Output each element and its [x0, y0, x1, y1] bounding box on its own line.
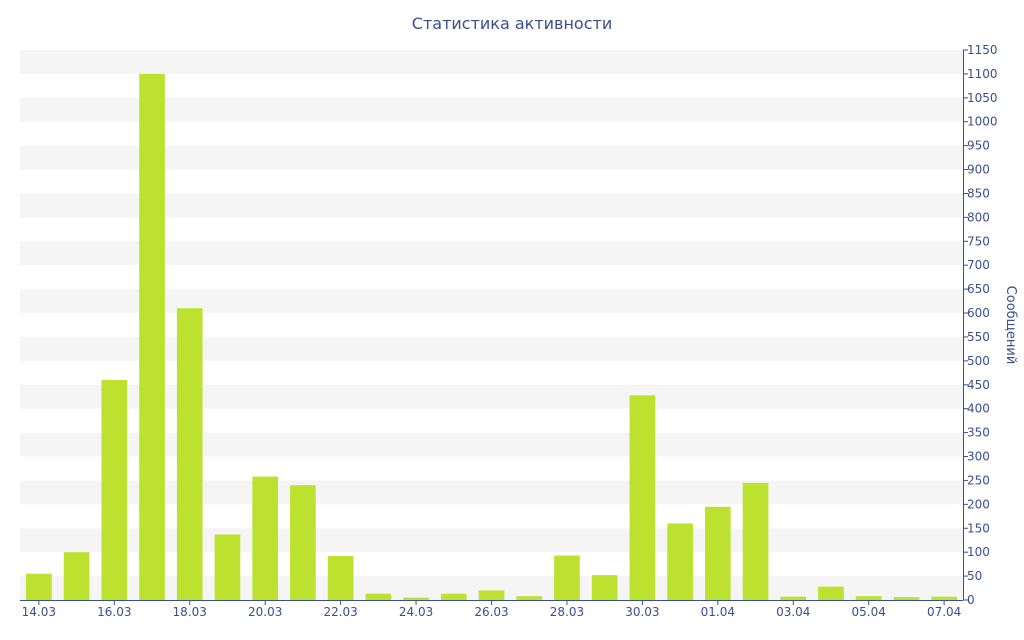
grid-band — [20, 145, 963, 170]
bar-28.03 — [554, 555, 580, 600]
bar-26.03 — [478, 590, 505, 600]
x-axis: 14.03 16.03 18.03 20.03 22.03 24.03 26.03 28.03… — [20, 600, 963, 619]
y-tick-label: 850 — [967, 186, 990, 200]
y-axis: 0 50 100 150 200 250 300 350 400 450 500 550 600 650 7… — [963, 43, 998, 607]
bar-04.04 — [818, 586, 844, 600]
y-tick-label: 900 — [967, 163, 990, 177]
x-tick-label: 18.03 — [173, 605, 207, 619]
bar-06.04 — [893, 597, 920, 600]
bar-20.03 — [252, 476, 279, 600]
grid-band — [20, 241, 963, 266]
y-tick-label: 650 — [967, 282, 990, 296]
y-tick-label: 750 — [967, 234, 990, 248]
x-tick-label: 05.04 — [852, 605, 886, 619]
bar-05.04 — [855, 596, 882, 600]
y-tick-label: 350 — [967, 426, 990, 440]
y-tick-label: 1100 — [967, 67, 998, 81]
bar-14.03 — [26, 573, 52, 600]
x-tick-label: 07.04 — [927, 605, 961, 619]
bar-22.03 — [327, 556, 354, 600]
x-tick-label: 24.03 — [399, 605, 433, 619]
y-axis-label: Сообщений — [1003, 286, 1018, 365]
grid-band — [20, 384, 963, 409]
bar-21.03 — [290, 485, 316, 600]
chart-title: Статистика активности — [411, 14, 613, 33]
x-tick-label: 26.03 — [474, 605, 508, 619]
y-tick-label: 550 — [967, 330, 990, 344]
y-tick-label: 200 — [967, 497, 990, 511]
y-tick-label: 700 — [967, 258, 990, 272]
bar-25.03 — [440, 593, 467, 600]
bar-29.03 — [591, 575, 618, 600]
x-tick-label: 16.03 — [97, 605, 131, 619]
y-tick-label: 250 — [967, 473, 990, 487]
y-tick-label: 1050 — [967, 91, 998, 105]
y-tick-label: 400 — [967, 402, 990, 416]
bar-03.04 — [780, 596, 807, 600]
grid-band — [20, 432, 963, 457]
bar-23.03 — [365, 593, 392, 600]
bar-24.03 — [403, 597, 429, 600]
bar-27.03 — [516, 596, 543, 600]
y-tick-label: 100 — [967, 545, 990, 559]
y-tick-label: 150 — [967, 521, 990, 535]
bar-31.03 — [667, 523, 693, 600]
grid-band — [20, 97, 963, 122]
bar-01.04 — [705, 506, 731, 600]
y-tick-label: 0 — [967, 593, 975, 607]
bar-18.03 — [176, 308, 203, 600]
y-tick-label: 950 — [967, 139, 990, 153]
x-tick-label: 01.04 — [701, 605, 735, 619]
grid-band — [20, 50, 963, 74]
y-tick-label: 500 — [967, 354, 990, 368]
y-tick-label: 300 — [967, 450, 990, 464]
bar-series — [26, 73, 957, 600]
y-tick-label: 1000 — [967, 115, 998, 129]
y-tick-label: 800 — [967, 210, 990, 224]
x-tick-label: 03.04 — [776, 605, 810, 619]
bar-19.03 — [214, 534, 241, 600]
bar-15.03 — [63, 552, 90, 600]
grid-bands — [20, 50, 963, 600]
y-tick-label: 1150 — [967, 43, 998, 57]
bar-17.03 — [139, 73, 165, 600]
x-tick-label: 14.03 — [22, 605, 56, 619]
y-tick-label: 50 — [967, 569, 982, 583]
grid-band — [20, 193, 963, 218]
x-tick-label: 22.03 — [323, 605, 357, 619]
bar-07.04 — [931, 596, 957, 600]
grid-band — [20, 289, 963, 314]
bar-30.03 — [629, 395, 656, 600]
x-tick-label: 28.03 — [550, 605, 584, 619]
bar-02.04 — [742, 482, 769, 600]
x-tick-label: 30.03 — [625, 605, 659, 619]
grid-band — [20, 336, 963, 361]
y-tick-label: 450 — [967, 378, 990, 392]
y-tick-label: 600 — [967, 306, 990, 320]
x-tick-label: 20.03 — [248, 605, 282, 619]
bar-16.03 — [101, 380, 128, 600]
